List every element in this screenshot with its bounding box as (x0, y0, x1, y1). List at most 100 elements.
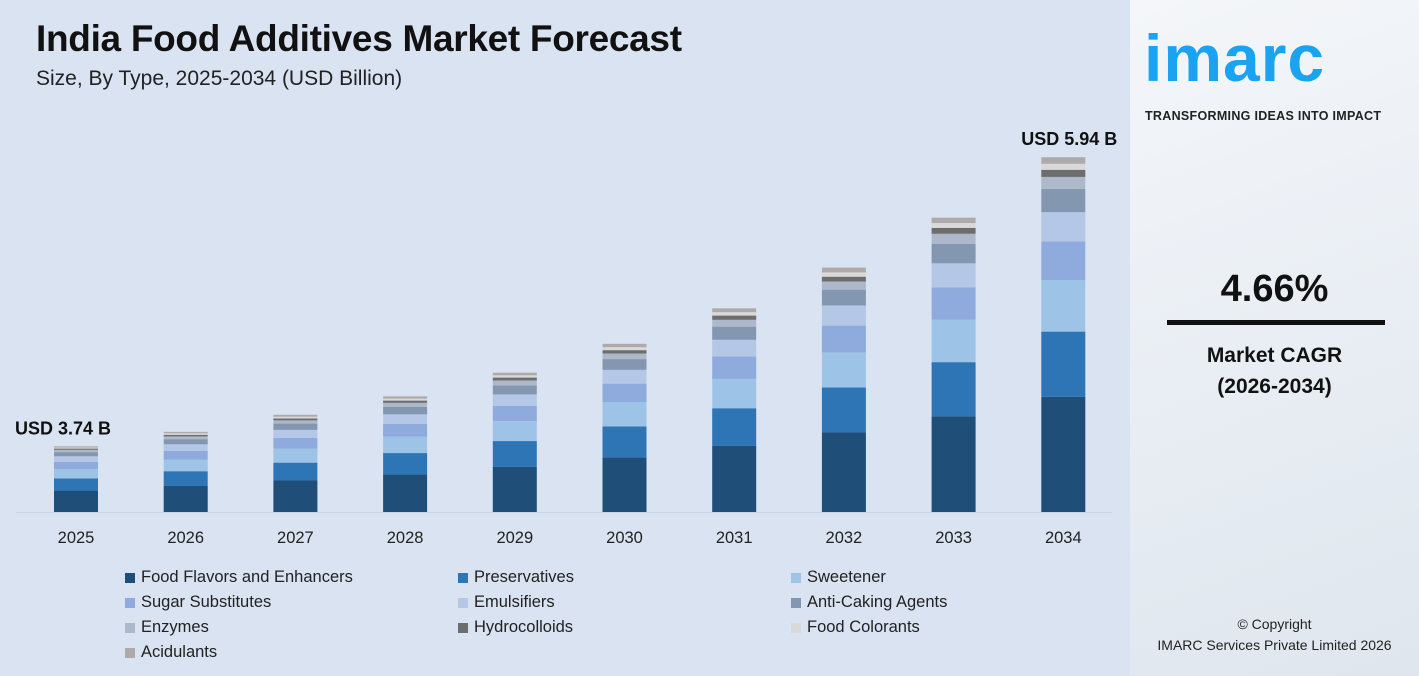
legend-label: Food Flavors and Enhancers (141, 568, 353, 586)
bar-segment-2027-2 (273, 448, 318, 463)
bar-segment-2031-8 (712, 312, 757, 316)
bar-segment-2029-3 (492, 405, 537, 421)
bar-segment-2027-3 (273, 437, 318, 449)
chart-subtitle: Size, By Type, 2025-2034 (USD Billion) (36, 67, 403, 90)
bar-segment-2025-8 (54, 447, 98, 449)
bar-segment-2034-7 (1041, 169, 1086, 177)
bar-segment-2034-2 (1041, 280, 1086, 332)
total-label: USD 5.94 B (1021, 129, 1117, 149)
legend-label: Anti-Caking Agents (807, 593, 948, 611)
x-tick-label: 2034 (1045, 529, 1082, 547)
bar-segment-2031-4 (712, 339, 757, 357)
copyright-line2: IMARC Services Private Limited 2026 (1157, 637, 1392, 653)
cagr-divider (1167, 320, 1385, 325)
bar-segment-2033-0 (931, 416, 976, 512)
cagr-value: 4.66% (1220, 268, 1329, 310)
bar-segment-2026-1 (163, 471, 208, 486)
bar-segment-2027-8 (273, 416, 318, 419)
bar-segment-2025-6 (54, 449, 98, 453)
legend-item: Preservatives (458, 568, 791, 587)
bar-segment-2026-9 (163, 431, 208, 434)
bar-segment-2034-6 (1041, 176, 1086, 189)
bar-segment-2031-6 (712, 319, 757, 327)
legend-label: Food Colorants (807, 618, 920, 636)
bar-segment-2028-4 (383, 414, 428, 424)
x-tick-label: 2027 (277, 529, 314, 547)
bar-segment-2030-3 (602, 383, 647, 403)
imarc-logo: imarc (1144, 21, 1326, 95)
bar-segment-2030-0 (602, 457, 647, 512)
bar-segment-2028-6 (383, 402, 428, 407)
legend-swatch (791, 622, 801, 633)
legend-item: Sugar Substitutes (125, 593, 458, 612)
bar-segment-2028-8 (383, 398, 428, 401)
bar-segment-2026-0 (163, 485, 208, 512)
bar-segment-2032-0 (821, 432, 866, 512)
legend-item: Enzymes (125, 618, 458, 637)
bar-segment-2031-3 (712, 356, 757, 379)
bar-segment-2030-6 (602, 353, 647, 360)
bar-segment-2032-9 (821, 267, 866, 273)
bar-segment-2029-4 (492, 394, 537, 406)
bar-segment-2027-6 (273, 420, 318, 424)
bar-segment-2027-4 (273, 429, 318, 438)
bar-segment-2029-0 (492, 466, 537, 512)
bar-segment-2025-1 (54, 478, 98, 491)
bar-segment-2031-2 (712, 378, 757, 409)
bar-segment-2026-7 (163, 434, 208, 437)
bar-segment-2032-6 (821, 281, 866, 290)
legend-swatch (458, 622, 468, 633)
bar-segment-2033-9 (931, 217, 976, 224)
bar-segment-2033-2 (931, 319, 976, 363)
legend-label: Emulsifiers (474, 593, 555, 611)
bar-segment-2032-1 (821, 387, 866, 433)
legend-item: Emulsifiers (458, 593, 791, 612)
bar-segment-2026-2 (163, 459, 208, 472)
legend-label: Preservatives (474, 568, 574, 586)
x-tick-label: 2028 (387, 529, 424, 547)
bar-segment-2033-8 (931, 223, 976, 228)
bar-segment-2032-8 (821, 272, 866, 277)
stacked-bar-chart: 2025 USD 3.74 B 2026 2027 2028 2029 2030 2031 20… (15, 129, 1117, 547)
legend-swatch (791, 572, 801, 583)
cagr-label-line1: Market CAGR (1206, 344, 1343, 367)
legend-swatch (791, 597, 801, 608)
bar-segment-2031-0 (712, 445, 757, 512)
legend: Food Flavors and Enhancers Preservatives S… (125, 568, 1091, 662)
bar-segment-2025-7 (54, 448, 98, 450)
bar-segment-2028-2 (383, 436, 428, 454)
chart-title: India Food Additives Market Forecast (36, 18, 682, 59)
bar-segment-2031-7 (712, 315, 757, 320)
bar-segment-2026-4 (163, 444, 208, 451)
bar-segment-2028-9 (383, 396, 428, 399)
copyright: © Copyright IMARC Services Private Limit… (1130, 614, 1419, 656)
legend-label: Acidulants (141, 643, 218, 661)
x-tick-label: 2029 (496, 529, 533, 547)
bar-segment-2025-4 (54, 456, 98, 462)
cagr-label-line2: (2026-2034) (1217, 375, 1332, 398)
bar-segment-2025-9 (54, 446, 98, 448)
bar-segment-2028-5 (383, 406, 428, 415)
legend-swatch (125, 647, 135, 658)
legend-swatch (458, 572, 468, 583)
legend-label: Sweetener (807, 568, 886, 586)
bar-segment-2033-1 (931, 362, 976, 417)
bar-segment-2032-3 (821, 325, 866, 353)
bar-segment-2034-0 (1041, 396, 1086, 512)
x-tick-label: 2033 (935, 529, 972, 547)
brand-tagline: TRANSFORMING IDEAS INTO IMPACT (1145, 109, 1382, 123)
legend-label: Sugar Substitutes (141, 593, 272, 611)
bar-segment-2033-7 (931, 227, 976, 234)
bar-segment-2031-5 (712, 326, 757, 340)
bar-segment-2030-9 (602, 343, 647, 348)
legend-swatch (125, 622, 135, 633)
bar-segment-2032-5 (821, 289, 866, 306)
bar-segment-2034-9 (1041, 157, 1086, 164)
bar-segment-2026-8 (163, 433, 208, 435)
bar-segment-2028-3 (383, 423, 428, 437)
bar-segment-2026-6 (163, 436, 208, 440)
bar-segment-2034-5 (1041, 188, 1086, 213)
x-tick-label: 2031 (716, 529, 753, 547)
bar-segment-2029-5 (492, 385, 537, 395)
legend-item: Hydrocolloids (458, 618, 791, 637)
